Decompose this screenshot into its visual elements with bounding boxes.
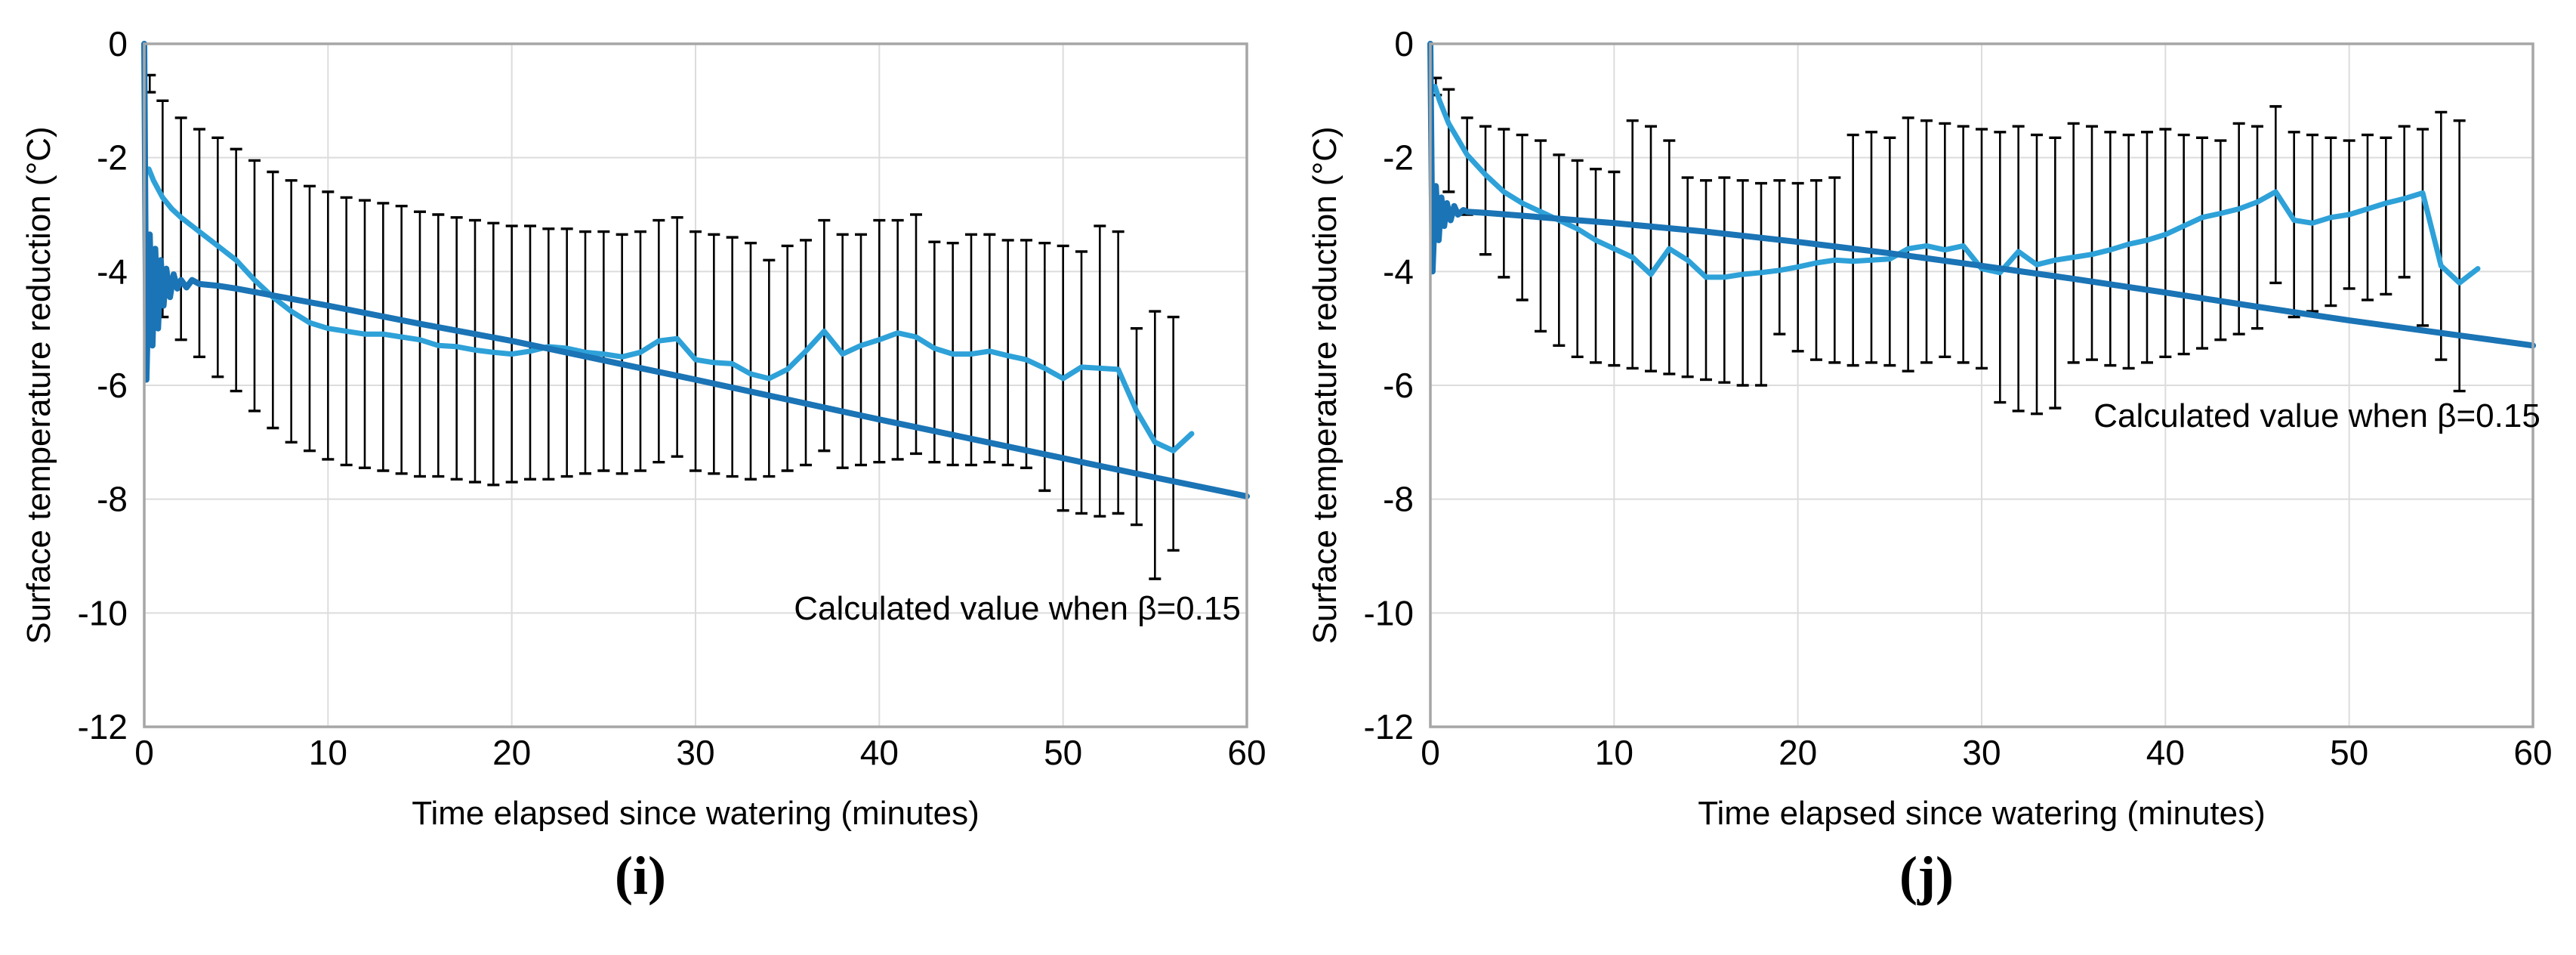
x-tick-label: 0 <box>1421 733 1440 772</box>
y-tick-label: -6 <box>97 366 128 405</box>
plot-border <box>1429 42 2534 728</box>
x-tick-label: 30 <box>1962 733 2001 772</box>
chart-j: 0-2-4-6-8-10-120 10 20 30 40 50 60 <box>1364 24 2553 772</box>
y-tick-label: -10 <box>78 593 128 632</box>
chart-i: 0-2-4-6-8-10-120 10 20 30 40 50 60 <box>78 24 1266 772</box>
measured-line <box>1432 84 2481 286</box>
x-axis-title-chart-j: Time elapsed since watering (minutes) <box>1698 795 2266 832</box>
measured-line <box>146 166 1195 454</box>
y-tick-label: -2 <box>1383 138 1414 178</box>
x-tick-label: 20 <box>492 733 531 772</box>
plot-border <box>143 42 1248 728</box>
y-tick-label: -8 <box>1383 480 1414 519</box>
y-tick-label: 0 <box>108 24 128 63</box>
error-bars <box>1430 76 2466 416</box>
calculated-line <box>141 41 1250 499</box>
y-axis-title-chart-j: Surface temperature reduction (°C) <box>1307 126 1344 644</box>
x-tick-label: 0 <box>134 733 154 772</box>
x-tick-label: 60 <box>1227 733 1266 772</box>
x-tick-label: 50 <box>2330 733 2368 772</box>
calculated-line <box>1427 41 2536 349</box>
subfigure-caption-j: (j) <box>1899 845 1954 906</box>
y-tick-label: -12 <box>1364 707 1414 746</box>
x-tick-label: 40 <box>860 733 899 772</box>
annotation-calculated-value-chart-i: Calculated value when β=0.15 <box>794 590 1241 627</box>
x-tick-label: 10 <box>309 733 347 772</box>
y-tick-label: -6 <box>1383 366 1414 405</box>
subfigure-caption-i: (i) <box>615 845 666 906</box>
y-tick-label: -10 <box>1364 593 1414 632</box>
y-tick-label: 0 <box>1394 24 1414 63</box>
x-axis-title-chart-i: Time elapsed since watering (minutes) <box>412 795 979 832</box>
y-tick-label: -4 <box>1383 252 1414 291</box>
annotation-calculated-value-chart-j: Calculated value when β=0.15 <box>2093 397 2541 434</box>
y-tick-label: -12 <box>78 707 128 746</box>
x-tick-label: 60 <box>2513 733 2552 772</box>
y-axis-title-chart-i: Surface temperature reduction (°C) <box>20 126 57 644</box>
y-tick-label: -8 <box>97 480 128 519</box>
error-bars <box>143 73 1180 580</box>
x-tick-label: 10 <box>1595 733 1634 772</box>
x-tick-label: 20 <box>1779 733 1817 772</box>
y-tick-label: -2 <box>97 138 128 178</box>
x-tick-label: 30 <box>676 733 714 772</box>
x-tick-label: 40 <box>2146 733 2185 772</box>
y-tick-label: -4 <box>97 252 128 291</box>
x-tick-label: 50 <box>1044 733 1082 772</box>
